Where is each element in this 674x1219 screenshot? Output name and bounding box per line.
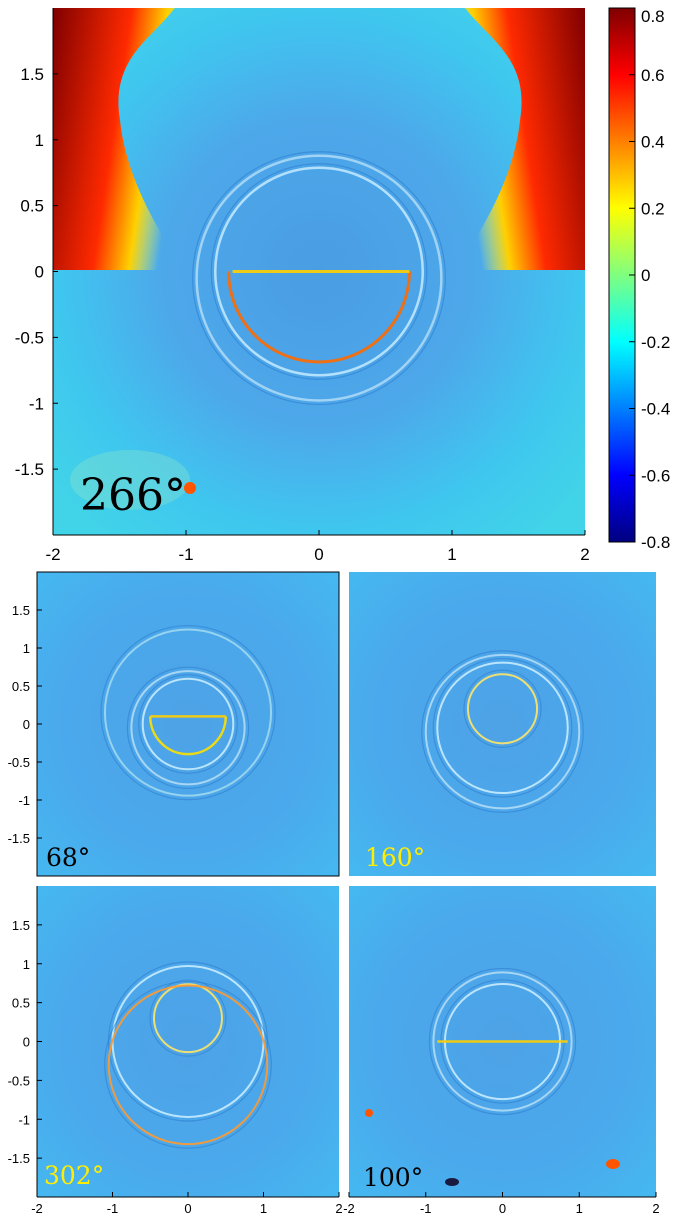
colorbar-tick-label: -0.8	[641, 533, 670, 552]
ring-mark	[141, 677, 235, 771]
ring-mark	[195, 154, 443, 402]
x-tick-label: 2	[335, 1201, 342, 1216]
ring-shadow-mark	[126, 666, 250, 790]
heatmap-background	[349, 572, 656, 876]
ring-shadow-mark	[149, 979, 227, 1057]
heatmap-panel-160: 160°	[349, 572, 656, 876]
x-tick-label: 0	[184, 1201, 191, 1216]
y-tick-label: -1.5	[15, 460, 44, 479]
y-tick-label: 1	[35, 131, 44, 150]
heatmap-panel-100: -2 -1 0 1 2 100°	[343, 886, 660, 1216]
main-heatmap-panel: -2 -1 0 1 2 1.5 1 0.5 0 -0.5 -1 -1.5 266°	[15, 8, 590, 564]
hot-spot	[365, 1109, 373, 1117]
hot-region-right	[455, 8, 585, 270]
colorbar-tick-label: -0.4	[641, 400, 670, 419]
y-tick-label: 0.5	[20, 197, 44, 216]
colorbar-tick-label: -0.6	[641, 466, 670, 485]
hot-region-left	[53, 8, 185, 270]
ring-shadow-mark	[463, 669, 542, 748]
y-tick-label: -1	[29, 394, 44, 413]
y-tick-label: 0	[23, 1035, 30, 1050]
y-tick-label: 0.5	[12, 679, 30, 694]
y-tick-label: -1	[18, 1112, 30, 1127]
colorbar-tick-label: 0.4	[641, 133, 665, 152]
lower-arc-mark	[227, 271, 411, 364]
ring-shadow-mark	[138, 674, 238, 774]
lower-arc-mark	[149, 716, 227, 756]
hot-spot	[606, 1159, 620, 1169]
y-tick-label: 0	[23, 717, 30, 732]
x-tick-label: -1	[178, 545, 193, 564]
y-tick-label: 1.5	[12, 918, 30, 933]
ring-shadow-mark	[210, 163, 428, 380]
y-tick-label: 0.5	[12, 996, 30, 1011]
x-tick-label: 1	[576, 1201, 583, 1216]
x-tick-label: -2	[45, 545, 60, 564]
heatmap-panel-68: 1.5 1 0.5 0 -0.5 -1 -1.5 68°	[8, 571, 340, 877]
y-tick-label: 1.5	[12, 603, 30, 618]
colorbar-tick-label: 0.6	[641, 66, 665, 85]
colorbar-tick-label: 0.2	[641, 199, 665, 218]
ring-mark	[214, 166, 424, 377]
ring-mark	[432, 971, 573, 1112]
ring-mark	[107, 984, 269, 1146]
ring-shadow-mark	[100, 624, 276, 801]
angle-label: 100°	[363, 1163, 423, 1192]
ring-shadow-mark	[428, 967, 577, 1116]
x-tick-label: 2	[652, 1201, 659, 1216]
colorbar-tick-label: -0.2	[641, 333, 670, 352]
colorbar-tick-label: 0	[641, 266, 650, 285]
x-tick-label: -1	[107, 1201, 119, 1216]
y-tick-label: -0.5	[8, 1073, 30, 1088]
x-tick-label: -2	[31, 1201, 43, 1216]
hot-spot	[445, 1178, 459, 1186]
heatmap-background	[37, 886, 339, 1197]
ring-mark	[103, 628, 273, 797]
x-tick-label: 1	[447, 545, 456, 564]
ring-mark	[436, 661, 569, 795]
x-tick-label: 2	[580, 545, 589, 564]
y-tick-label: 0	[35, 263, 44, 282]
y-tick-label: -0.5	[8, 755, 30, 770]
ring-shadow-mark	[192, 151, 446, 406]
x-tick-label: 1	[260, 1201, 267, 1216]
colorbar: 0.8 0.6 0.4 0.2 0 -0.2 -0.4 -0.6 -0.8	[608, 7, 670, 552]
y-tick-label: 1	[23, 957, 30, 972]
y-tick-label: -1.5	[8, 1151, 30, 1166]
angle-label: 68°	[46, 843, 90, 872]
y-tick-label: -0.5	[15, 328, 44, 347]
angle-label: 160°	[365, 843, 425, 872]
ring-mark	[153, 983, 223, 1054]
hot-blob	[70, 450, 190, 510]
x-tick-label: -1	[420, 1201, 432, 1216]
x-tick-label: 0	[314, 545, 323, 564]
heatmap-background	[36, 571, 340, 877]
angle-label: 302°	[44, 1161, 104, 1190]
x-tick-label: -2	[343, 1201, 355, 1216]
y-tick-label: -1	[18, 793, 30, 808]
ring-mark	[466, 673, 539, 745]
ring-shadow-mark	[432, 657, 573, 798]
ring-shadow-mark	[421, 650, 584, 813]
colorbar-tick-label: 0.8	[641, 7, 665, 26]
x-tick-label: 0	[499, 1201, 506, 1216]
ring-mark	[130, 670, 246, 786]
heatmap-panel-302: -2 -1 0 1 2 1.5 1 0.5 0 -0.5 -1 -1.5 302°	[8, 886, 343, 1216]
y-tick-label: -1.5	[8, 831, 30, 846]
ring-shadow-mark	[104, 980, 272, 1149]
y-tick-label: 1	[23, 641, 30, 656]
ring-mark	[424, 653, 581, 810]
hot-spot	[184, 482, 196, 494]
angle-label: 266°	[80, 470, 186, 521]
y-tick-label: 1.5	[20, 65, 44, 84]
